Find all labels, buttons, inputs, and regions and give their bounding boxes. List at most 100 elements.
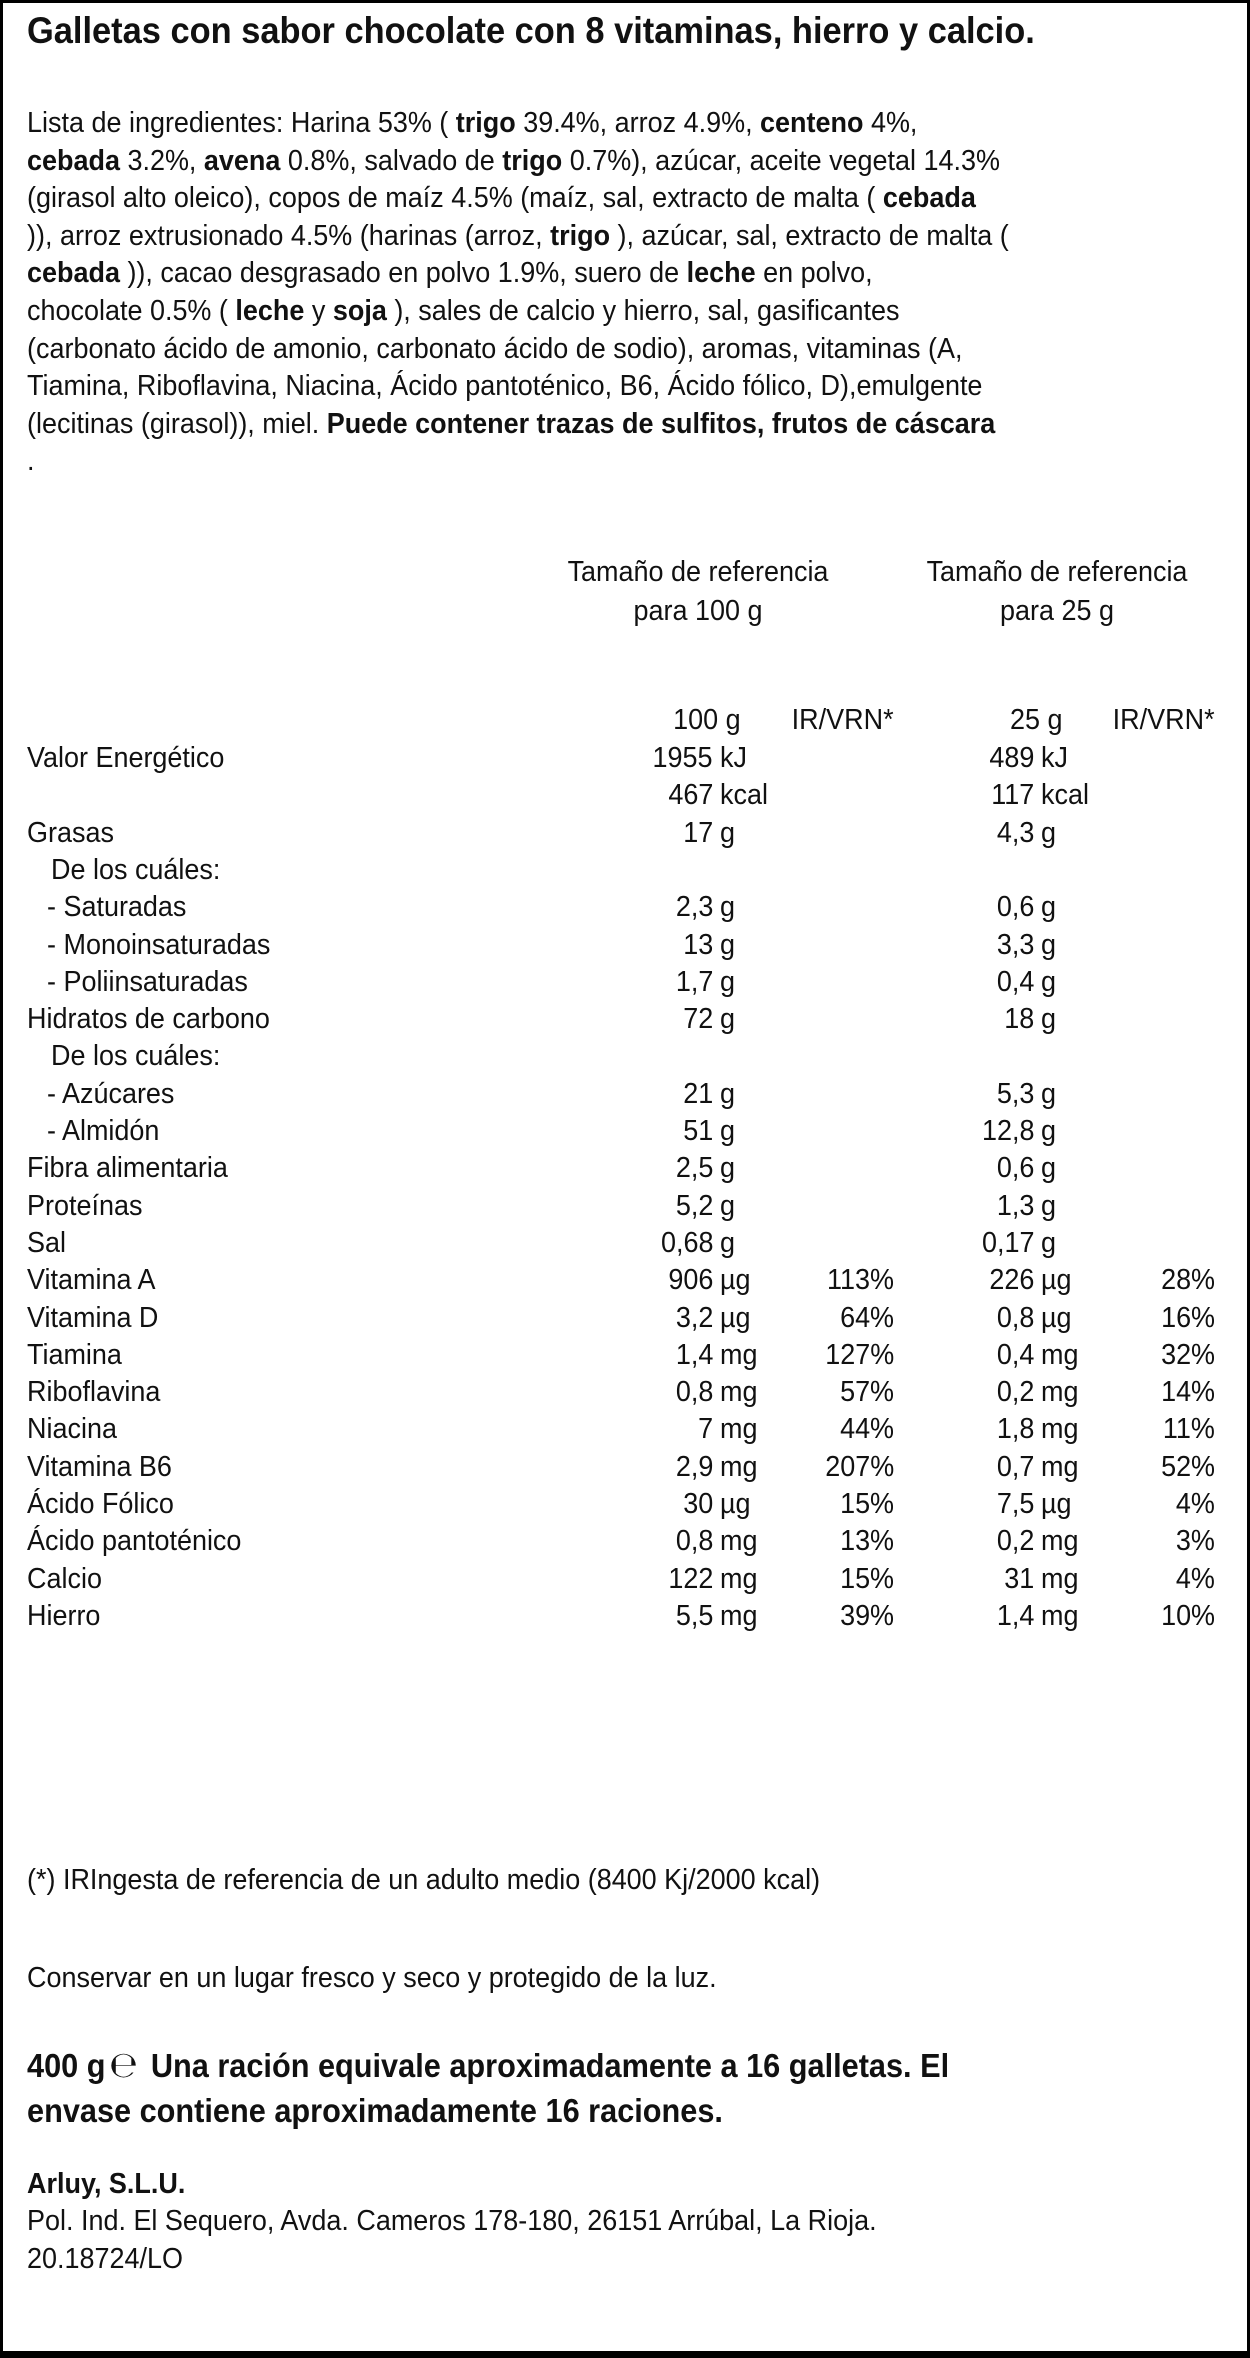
ingredient-text: (girasol alto oleico), copos de maíz 4.5…	[27, 182, 883, 215]
value-25g: 117	[991, 779, 1034, 812]
value-25g: 1,4	[996, 1599, 1034, 1632]
ref-header-25-line1: Tamaño de referencia	[926, 556, 1188, 588]
ingredients-line: )), arroz extrusionado 4.5% (harinas (ar…	[27, 218, 1009, 255]
unit-100g: mg	[720, 1525, 758, 1558]
nutrient-label: Vitamina A	[27, 1264, 156, 1297]
unit-25g: µg	[1041, 1264, 1072, 1297]
nutrient-label: Grasas	[27, 816, 114, 849]
ingredients-line: Lista de ingredientes: Harina 53% ( trig…	[27, 105, 917, 142]
ingredients-line: (carbonato ácido de amonio, carbonato ác…	[27, 331, 962, 368]
portion-line-1: 400 g ℮ Una ración equivale aproximadament…	[27, 2044, 949, 2088]
value-100g: 1955	[653, 742, 713, 774]
unit-100g: g	[720, 1152, 736, 1185]
col-header-ir25: IR/VRN*	[1113, 704, 1215, 736]
nutrient-label: - Monoinsaturadas	[47, 928, 271, 961]
nutrient-label: Ácido pantoténico	[27, 1525, 242, 1558]
nutrient-label: Proteínas	[27, 1189, 143, 1222]
col-header-25g: 25 g	[1009, 704, 1062, 736]
value-25g: 0,17	[981, 1226, 1034, 1259]
nutrient-label: Ácido Fólico	[27, 1488, 174, 1520]
ingredients-line: (girasol alto oleico), copos de maíz 4.5…	[27, 180, 976, 217]
portion-text-1: Una ración equivale aproximadamente a 16…	[150, 2047, 950, 2084]
value-100g: 2,3	[675, 891, 713, 924]
value-25g: 0,8	[996, 1301, 1034, 1334]
unit-100g: g	[720, 1115, 736, 1147]
value-25g: 0,4	[996, 965, 1034, 998]
nutrient-label: Calcio	[27, 1562, 102, 1595]
unit-25g: mg	[1041, 1450, 1079, 1483]
allergen-text: soja	[332, 295, 387, 327]
nutrient-label: Tiamina	[27, 1338, 122, 1371]
allergen-text: centeno	[760, 107, 864, 139]
allergen-text: trigo	[455, 107, 516, 139]
value-25g: 1,8	[996, 1413, 1034, 1446]
allergen-text: leche	[686, 257, 756, 290]
ingredient-text: Lista de ingredientes: Harina 53% (	[27, 107, 456, 139]
nutrient-label: Riboflavina	[27, 1376, 161, 1409]
unit-100g: g	[720, 1189, 736, 1222]
estimated-sign-icon: ℮	[109, 2045, 138, 2086]
nutrient-label: Fibra alimentaria	[27, 1152, 228, 1185]
value-100g: 30	[682, 1488, 713, 1520]
ir-percent-100g: 57%	[840, 1376, 894, 1409]
value-25g: 0,6	[996, 891, 1034, 924]
ingredient-text: 3.2%,	[119, 144, 204, 177]
unit-25g: g	[1041, 1003, 1057, 1036]
value-100g: 1,4	[675, 1338, 713, 1371]
unit-25g: g	[1041, 1189, 1057, 1222]
value-25g: 5,3	[996, 1077, 1034, 1110]
value-100g: 21	[682, 1077, 713, 1110]
ingredient-text: ), sales de calcio y hierro, sal, gasifi…	[386, 295, 900, 327]
unit-100g: g	[720, 816, 736, 849]
ingredient-text: .	[27, 445, 35, 478]
ir-percent-100g: 113%	[827, 1264, 894, 1297]
nutrient-label: Hierro	[27, 1599, 101, 1632]
unit-100g: mg	[720, 1599, 758, 1632]
ir-percent-100g: 39%	[840, 1599, 894, 1632]
ingredient-text: )), arroz extrusionado 4.5% (harinas (ar…	[27, 219, 551, 252]
nutrient-label: Vitamina D	[27, 1301, 159, 1334]
ingredient-text: ), azúcar, sal, extracto de malta (	[610, 219, 1009, 252]
ir-percent-100g: 15%	[840, 1562, 894, 1595]
value-25g: 3,3	[996, 928, 1034, 961]
value-25g: 0,6	[996, 1152, 1034, 1185]
allergen-text: cebada	[882, 182, 976, 215]
unit-25g: kJ	[1041, 742, 1068, 774]
ir-percent-25g: 3%	[1176, 1525, 1215, 1558]
company-name: Arluy, S.L.U.	[27, 2168, 186, 2200]
unit-25g: g	[1041, 1077, 1057, 1110]
allergen-text: cebada	[27, 257, 120, 290]
nutrient-label: De los cuáles:	[51, 853, 221, 886]
unit-25g: mg	[1041, 1525, 1079, 1558]
ingredient-text: y	[304, 295, 333, 327]
unit-100g: µg	[720, 1301, 751, 1334]
unit-100g: mg	[720, 1562, 758, 1595]
value-25g: 18	[1003, 1003, 1034, 1036]
unit-25g: g	[1041, 928, 1057, 961]
value-100g: 5,2	[675, 1189, 713, 1222]
ingredient-text: (lecitinas (girasol)), miel.	[27, 407, 327, 440]
ir-percent-25g: 10%	[1161, 1599, 1215, 1632]
ingredient-text: 4%,	[863, 107, 918, 139]
ingredients-line: cebada 3.2%, avena 0.8%, salvado de trig…	[27, 143, 1000, 180]
net-weight: 400 g	[27, 2047, 106, 2084]
nutrient-label: De los cuáles:	[51, 1040, 221, 1073]
nutrient-label: Niacina	[27, 1413, 117, 1446]
ir-percent-25g: 11%	[1163, 1413, 1215, 1446]
unit-25g: g	[1041, 1152, 1057, 1185]
nutrient-label: Sal	[27, 1226, 66, 1259]
value-25g: 12,8	[981, 1115, 1034, 1147]
value-100g: 7	[697, 1413, 713, 1446]
unit-25g: g	[1041, 1226, 1057, 1259]
ir-percent-25g: 4%	[1176, 1488, 1215, 1520]
ir-percent-100g: 13%	[840, 1525, 894, 1558]
ingredients-line: Tiamina, Riboflavina, Niacina, Ácido pan…	[27, 368, 982, 405]
value-100g: 122	[667, 1562, 713, 1595]
unit-25g: kcal	[1041, 779, 1089, 812]
ir-percent-100g: 15%	[840, 1488, 894, 1520]
nutrient-label: Vitamina B6	[27, 1450, 172, 1483]
unit-100g: kJ	[720, 742, 747, 774]
nutrient-label: - Almidón	[47, 1115, 160, 1147]
ir-percent-25g: 16%	[1161, 1301, 1215, 1334]
unit-100g: g	[720, 891, 736, 924]
